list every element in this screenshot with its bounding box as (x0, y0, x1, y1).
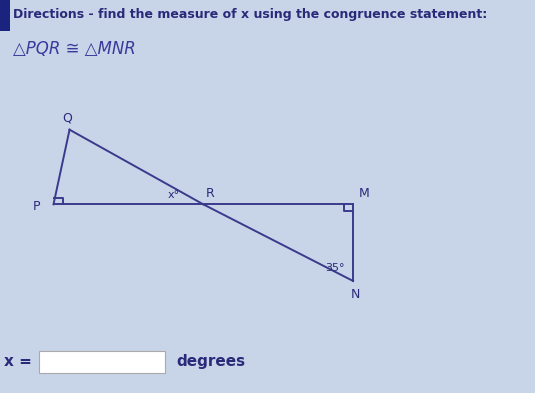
Text: 35°: 35° (326, 263, 345, 273)
Text: degrees: degrees (177, 354, 246, 369)
Text: M: M (358, 187, 369, 200)
Text: R: R (206, 187, 215, 200)
Text: x°: x° (168, 191, 180, 200)
Text: Directions - find the measure of x using the congruence statement:: Directions - find the measure of x using… (13, 8, 487, 22)
Bar (0, 0, 10, 31)
Text: N: N (351, 288, 361, 301)
Text: Q: Q (62, 112, 72, 125)
Text: P: P (33, 200, 40, 213)
Text: △PQR ≅ △MNR: △PQR ≅ △MNR (13, 40, 136, 58)
Text: x =: x = (4, 354, 32, 369)
FancyBboxPatch shape (39, 351, 165, 373)
